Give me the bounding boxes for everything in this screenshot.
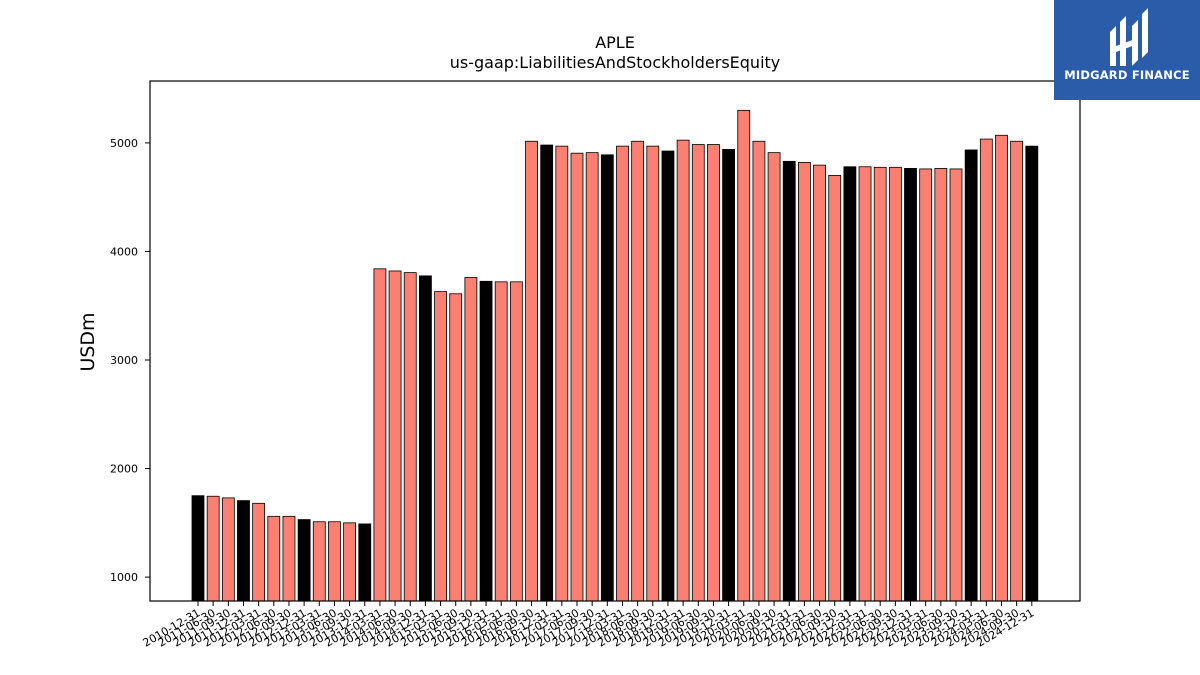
- bar-2015-12-31: [479, 280, 493, 602]
- bar-2023-12-31: [964, 149, 978, 602]
- bar-2016-06-30: [509, 281, 523, 602]
- midgard-finance-logo: MIDGARD FINANCE: [1054, 0, 1200, 100]
- y-axis-label: USDm: [77, 312, 99, 371]
- y-tick-label: 4000: [110, 245, 138, 258]
- bar-2022-09-30: [888, 166, 902, 602]
- bar-2017-03-31: [555, 145, 569, 602]
- bar-2022-06-30: [873, 166, 887, 602]
- bar-2014-12-31: [418, 275, 432, 602]
- y-tick-label: 3000: [110, 354, 138, 367]
- bar-2021-03-31: [798, 162, 811, 602]
- bar-2012-09-30: [282, 515, 296, 602]
- bar-2024-12-31: [1025, 145, 1039, 602]
- y-tick-label: 2000: [110, 463, 138, 476]
- bar-2017-06-30: [570, 152, 584, 602]
- bar-2019-03-31: [676, 139, 690, 602]
- bar-2024-06-30: [995, 134, 1008, 602]
- bar-2023-09-30: [949, 168, 963, 602]
- bar-2018-03-31: [616, 145, 629, 602]
- bar-2015-09-30: [464, 277, 478, 602]
- chart-title: APLE: [595, 33, 635, 52]
- bar-2018-12-31: [661, 150, 675, 602]
- bar-2017-09-30: [585, 152, 599, 602]
- bar-2013-06-30: [328, 521, 341, 602]
- bar-2013-12-31: [358, 523, 372, 602]
- bar-2020-12-31: [782, 160, 796, 602]
- bar-2014-09-30: [403, 272, 417, 602]
- bar-2021-09-30: [828, 175, 842, 602]
- chart-subtitle: us-gaap:LiabilitiesAndStockholdersEquity: [450, 53, 781, 72]
- bar-2024-03-31: [979, 138, 993, 602]
- bar-2010-12-31: [191, 495, 205, 602]
- logo-text: MIDGARD FINANCE: [1064, 68, 1190, 82]
- bar-2017-12-31: [600, 154, 614, 602]
- bar-2020-06-30: [752, 140, 766, 602]
- bar-2014-03-31: [373, 268, 387, 602]
- bar-2011-09-30: [221, 497, 235, 602]
- bar-2011-12-31: [237, 500, 250, 602]
- y-ticks-group: 1000 2000 3000 4000 5000: [110, 137, 150, 584]
- logo-mark-icon: [1110, 8, 1148, 66]
- bar-2016-12-31: [540, 144, 554, 602]
- bar-2016-09-30: [525, 140, 538, 602]
- bar-2024-09-30: [1010, 140, 1024, 602]
- bar-2011-06-30: [206, 495, 220, 602]
- y-tick-label: 1000: [110, 571, 138, 584]
- bar-2012-03-31: [252, 502, 266, 602]
- bar-2021-06-30: [813, 164, 826, 602]
- x-ticks-group: 2010-12-312011-06-302011-09-302011-12-31…: [141, 601, 1036, 650]
- bar-2014-06-30: [388, 270, 402, 602]
- bar-2023-03-31: [919, 168, 933, 602]
- bars-group: [191, 109, 1039, 602]
- y-tick-label: 5000: [110, 137, 138, 150]
- bar-2020-09-30: [767, 152, 781, 602]
- bar-2019-09-30: [707, 144, 720, 602]
- bar-2019-06-30: [691, 144, 705, 602]
- bar-2021-12-31: [843, 166, 857, 602]
- bar-2015-03-31: [434, 291, 447, 602]
- bar-2013-03-31: [312, 521, 326, 602]
- bar-2019-12-31: [722, 148, 735, 602]
- bar-2016-03-31: [494, 281, 508, 602]
- bar-2012-12-31: [297, 519, 311, 602]
- bar-2020-03-31: [737, 109, 751, 602]
- bar-2022-12-31: [904, 167, 917, 602]
- bar-2018-09-30: [646, 145, 660, 602]
- bar-2015-06-30: [449, 293, 463, 602]
- plot-frame: [149, 80, 1081, 602]
- bar-2013-09-30: [343, 522, 357, 602]
- bar-2023-06-30: [934, 167, 948, 602]
- bar-2012-06-30: [267, 515, 281, 602]
- bar-2018-06-30: [631, 140, 645, 602]
- bar-2022-03-31: [858, 166, 872, 602]
